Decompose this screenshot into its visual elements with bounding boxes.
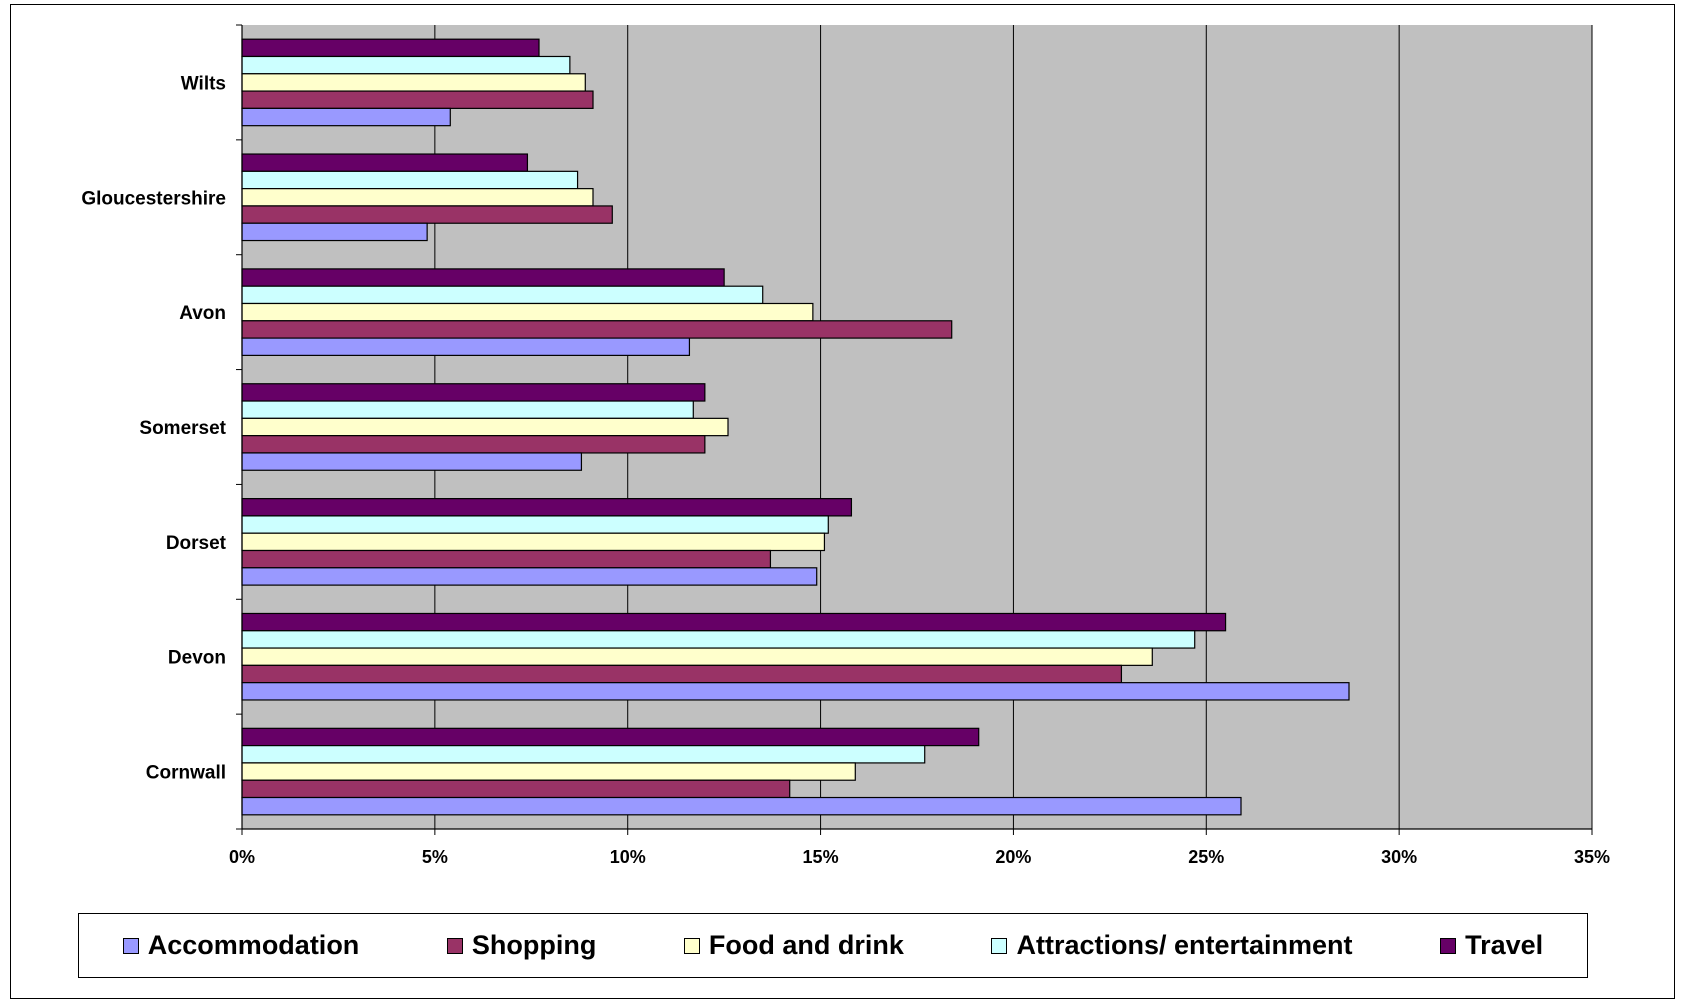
legend-item: Food and drink [684,930,904,961]
x-tick-label: 5% [422,847,448,867]
x-tick-label: 10% [610,847,646,867]
bar [242,763,855,780]
legend-label: Attractions/ entertainment [1016,930,1352,961]
legend-swatch [123,938,139,954]
x-tick-label: 20% [995,847,1031,867]
bar [242,453,581,470]
bar [242,154,527,171]
bar [242,648,1152,665]
x-tick-label: 35% [1574,847,1610,867]
bar [242,728,979,745]
bar [242,613,1226,630]
bar [242,631,1195,648]
bar [242,206,612,223]
legend-swatch [1440,938,1456,954]
category-label: Somerset [139,418,226,439]
bar [242,568,817,585]
category-label: Gloucestershire [81,188,226,209]
legend-item: Shopping [447,930,596,961]
legend-label: Food and drink [709,930,904,961]
legend-swatch [447,938,463,954]
category-label: Devon [168,648,226,669]
bar [242,108,450,125]
bar [242,798,1241,815]
bar [242,189,593,206]
legend-label: Accommodation [148,930,360,961]
legend-label: Shopping [472,930,596,961]
bar [242,269,724,286]
bar [242,746,925,763]
bar [242,74,585,91]
category-label: Dorset [166,533,227,554]
bar [242,56,570,73]
bar [242,418,728,435]
bar [242,533,824,550]
x-tick-label: 30% [1381,847,1417,867]
category-label: Wilts [181,73,226,94]
x-tick-label: 15% [803,847,839,867]
legend-swatch [684,938,700,954]
category-label: Cornwall [146,763,226,784]
legend-item: Travel [1440,930,1543,961]
bar [242,171,578,188]
x-tick-label: 25% [1188,847,1224,867]
legend-item: Attractions/ entertainment [991,930,1352,961]
bar [242,39,539,56]
x-tick-label: 0% [229,847,255,867]
bar [242,780,790,797]
bar [242,338,689,355]
legend: Accommodation Shopping Food and drink Attra… [78,913,1588,978]
bar [242,516,828,533]
category-label: Avon [179,303,226,324]
bar [242,499,851,516]
bar [242,665,1121,682]
legend-swatch [991,938,1007,954]
bar [242,286,763,303]
plot-area: 0% 5% 10% 15% 20% 25% 30% 35% Wilts Gloucestershi… [81,25,1610,867]
bar [242,91,593,108]
bar [242,321,952,338]
bar [242,384,705,401]
bar [242,303,813,320]
legend-label: Travel [1465,930,1543,961]
legend-item: Accommodation [123,930,360,961]
bar [242,551,770,568]
bar [242,223,427,240]
bar [242,401,693,418]
bar [242,436,705,453]
bar [242,683,1349,700]
